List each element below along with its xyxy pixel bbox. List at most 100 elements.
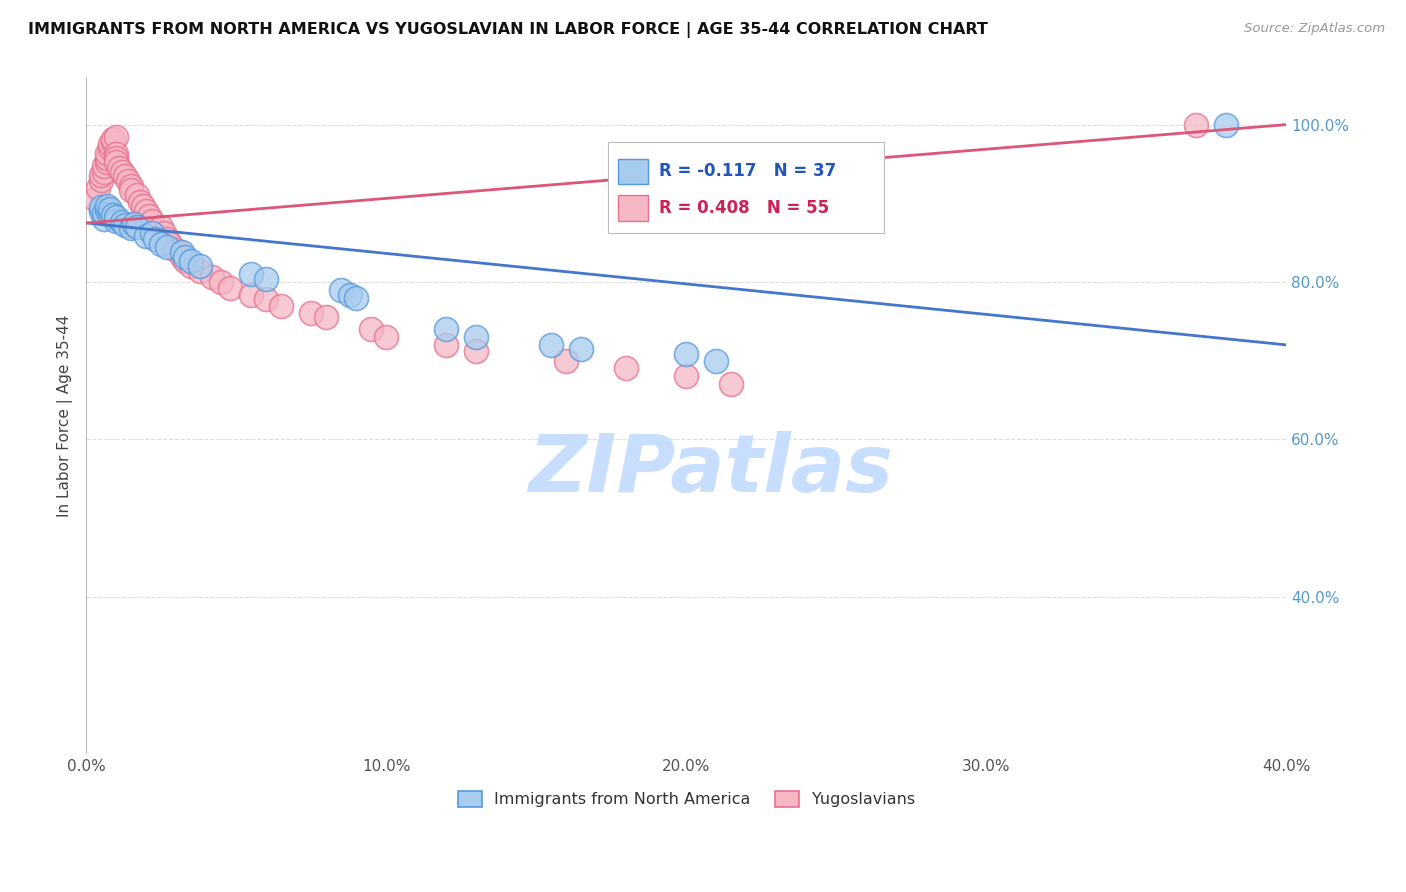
Point (254, 292, 277, 306)
Point (87, 180, 110, 194)
Point (105, 211, 128, 225)
Point (344, 291, 367, 305)
Point (156, 240, 179, 254)
Point (127, 219, 149, 234)
Point (105, 151, 128, 165)
Point (141, 213, 163, 227)
Point (96, 199, 118, 213)
FancyBboxPatch shape (617, 159, 648, 185)
Point (135, 204, 157, 219)
Point (240, 287, 263, 301)
Point (98, 141, 121, 155)
Text: R = -0.117   N = 37: R = -0.117 N = 37 (658, 162, 835, 180)
Text: R = 0.408   N = 55: R = 0.408 N = 55 (658, 199, 828, 217)
Point (339, 287, 361, 301)
Point (240, 267, 263, 281)
Point (90, 204, 112, 219)
Point (114, 219, 136, 233)
Point (127, 188, 149, 202)
Point (111, 165, 134, 179)
Point (103, 135, 125, 149)
Point (129, 194, 152, 209)
Point (108, 161, 131, 175)
Point (465, 344, 488, 359)
Point (165, 244, 187, 258)
Point (138, 209, 160, 223)
Point (172, 245, 194, 260)
Point (93, 205, 115, 219)
Point (93, 212, 115, 227)
Point (135, 229, 157, 244)
Point (90, 172, 112, 186)
Point (299, 306, 322, 320)
Point (172, 250, 194, 264)
Point (174, 254, 197, 268)
Point (1185, 118, 1208, 132)
Point (180, 259, 202, 273)
Text: IMMIGRANTS FROM NORTH AMERICA VS YUGOSLAVIAN IN LABOR FORCE | AGE 35-44 CORRELAT: IMMIGRANTS FROM NORTH AMERICA VS YUGOSLA… (28, 22, 988, 38)
Point (159, 237, 181, 252)
Point (120, 179, 142, 194)
Point (201, 270, 224, 285)
Point (96, 145, 118, 160)
Point (124, 217, 146, 231)
Point (569, 342, 592, 356)
Point (219, 281, 242, 295)
Point (120, 183, 142, 197)
Point (150, 237, 173, 252)
Point (209, 275, 232, 289)
Point (84, 192, 107, 206)
Point (114, 169, 136, 183)
Point (117, 174, 139, 188)
Legend: Immigrants from North America, Yugoslavians: Immigrants from North America, Yugoslavi… (451, 784, 921, 814)
Point (96, 202, 118, 217)
Point (188, 259, 211, 273)
Point (254, 272, 277, 286)
FancyBboxPatch shape (617, 195, 648, 221)
Point (704, 353, 727, 368)
Point (98, 202, 121, 216)
Point (132, 199, 155, 213)
Point (675, 369, 697, 384)
Point (111, 215, 134, 229)
Y-axis label: In Labor Force | Age 35-44: In Labor Force | Age 35-44 (58, 315, 73, 516)
Point (98, 137, 121, 152)
Point (614, 361, 637, 376)
Point (96, 155, 118, 169)
Point (188, 264, 211, 278)
Point (150, 219, 173, 234)
Point (93, 159, 115, 173)
Point (90, 168, 112, 182)
Point (675, 347, 697, 361)
Point (434, 322, 457, 336)
Point (1215, 118, 1237, 132)
Point (105, 130, 128, 145)
Point (330, 283, 353, 297)
Point (103, 132, 125, 146)
Point (465, 330, 488, 344)
Point (141, 226, 163, 240)
Point (270, 299, 292, 313)
Point (98, 207, 121, 221)
Point (105, 146, 128, 161)
Point (434, 338, 457, 352)
Point (105, 213, 128, 227)
Point (120, 221, 142, 235)
FancyBboxPatch shape (609, 142, 884, 233)
Point (156, 232, 179, 246)
Point (180, 254, 202, 268)
Text: Source: ZipAtlas.com: Source: ZipAtlas.com (1244, 22, 1385, 36)
Point (540, 338, 562, 352)
Point (720, 377, 742, 392)
Text: ZIPatlas: ZIPatlas (527, 431, 893, 508)
Point (96, 151, 118, 165)
Point (375, 330, 398, 344)
Point (555, 353, 578, 368)
Point (105, 155, 128, 169)
Point (143, 232, 166, 246)
Point (103, 208, 125, 222)
Point (315, 310, 337, 325)
Point (93, 165, 115, 179)
Point (360, 322, 382, 336)
Point (174, 250, 197, 264)
